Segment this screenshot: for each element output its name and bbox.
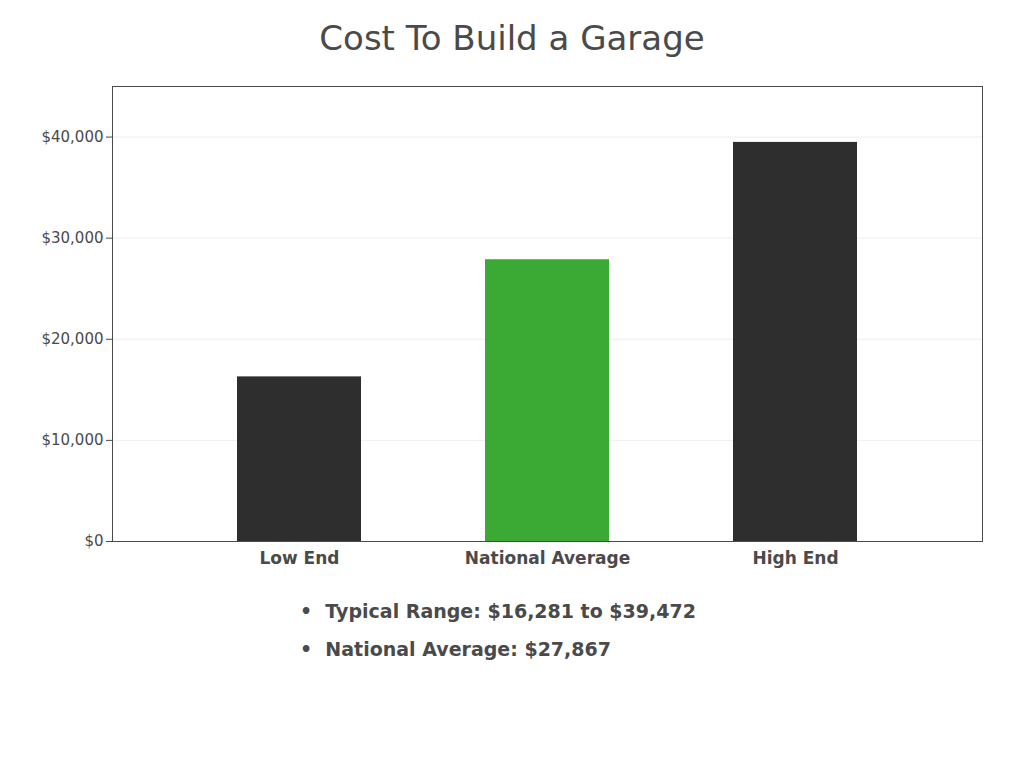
svg-text:Low End: Low End (259, 548, 339, 568)
svg-text:$0: $0 (84, 532, 103, 550)
html-text:• Typical Range: $16,281 to $3: • Typical Range: $16,281 to $39,472 (300, 600, 696, 622)
svg-text:$20,000: $20,000 (41, 330, 103, 348)
svg-text:$40,000: $40,000 (41, 128, 103, 146)
html-text:• National Average: $27,867: • National Average: $27,867 (300, 638, 611, 660)
svg-text:$30,000: $30,000 (41, 229, 103, 247)
svg-text:National Average: National Average (465, 548, 630, 568)
svg-text:$10,000: $10,000 (41, 431, 103, 449)
html-text:Cost To Build a Garage: Cost To Build a Garage (319, 18, 705, 58)
svg-text:High End: High End (752, 548, 838, 568)
